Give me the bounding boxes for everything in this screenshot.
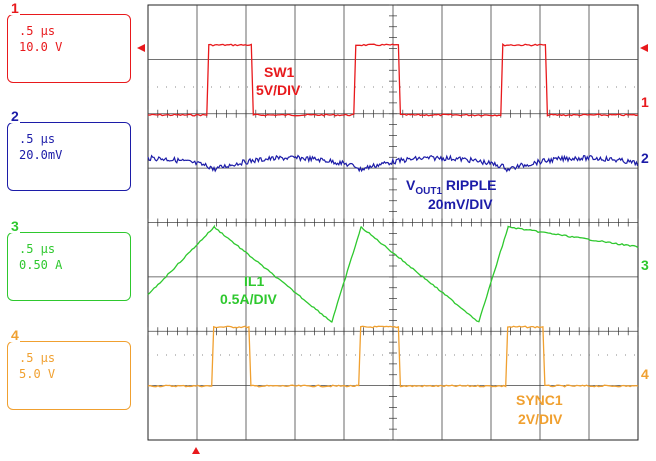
sync1-label: SYNC1 — [516, 392, 563, 408]
channel-number: 4 — [10, 327, 20, 343]
channel-scale: 10.0 V — [19, 40, 63, 54]
sw1-label: SW1 — [264, 64, 295, 80]
trigger-position-arrow — [192, 447, 200, 454]
channel-markers: 1 2 3 4 — [137, 44, 649, 454]
il1-trace — [147, 224, 639, 323]
vout-label: VOUT1 RIPPLE — [406, 177, 496, 197]
channel-number: 1 — [10, 0, 20, 16]
channel-scale: 20.0mV — [19, 148, 63, 162]
channel-timebase: .5 μs — [19, 24, 56, 38]
sw1-trace — [147, 43, 639, 117]
channel-timebase: .5 μs — [19, 351, 56, 365]
channel-box-4: 4 .5 μs 5.0 V — [7, 328, 131, 410]
sync1-trace — [147, 325, 639, 388]
channel-timebase: .5 μs — [19, 242, 56, 256]
channel-box-2: 2 .5 μs 20.0mV — [7, 109, 131, 191]
channel-box-1: 1 .5 μs 10.0 V — [7, 1, 131, 83]
vout-scale-label: 20mV/DIV — [428, 196, 493, 212]
marker-ch3: 3 — [641, 257, 649, 273]
sw1-scale-label: 5V/DIV — [256, 82, 301, 98]
il1-label: IL1 — [244, 273, 264, 289]
channel-box-3: 3 .5 μs 0.50 A — [7, 219, 131, 301]
channel-number: 3 — [10, 218, 20, 234]
channel-number: 2 — [10, 108, 20, 124]
waveforms — [147, 43, 639, 388]
il1-scale-label: 0.5A/DIV — [220, 291, 277, 307]
trigger-arrow-right — [640, 44, 648, 52]
trace-labels: SW1 5V/DIV VOUT1 RIPPLE 20mV/DIV IL1 0.5… — [220, 64, 563, 427]
sync1-scale-label: 2V/DIV — [518, 411, 563, 427]
marker-ch4: 4 — [641, 366, 649, 382]
marker-ch1: 1 — [641, 94, 649, 110]
graticule — [147, 4, 639, 441]
vout-ripple-trace — [147, 154, 639, 173]
channel-timebase: .5 μs — [19, 132, 56, 146]
channel-scale: 5.0 V — [19, 367, 56, 381]
marker-ch2: 2 — [641, 150, 649, 166]
trigger-arrow-left — [137, 44, 145, 52]
channel-scale: 0.50 A — [19, 258, 63, 272]
